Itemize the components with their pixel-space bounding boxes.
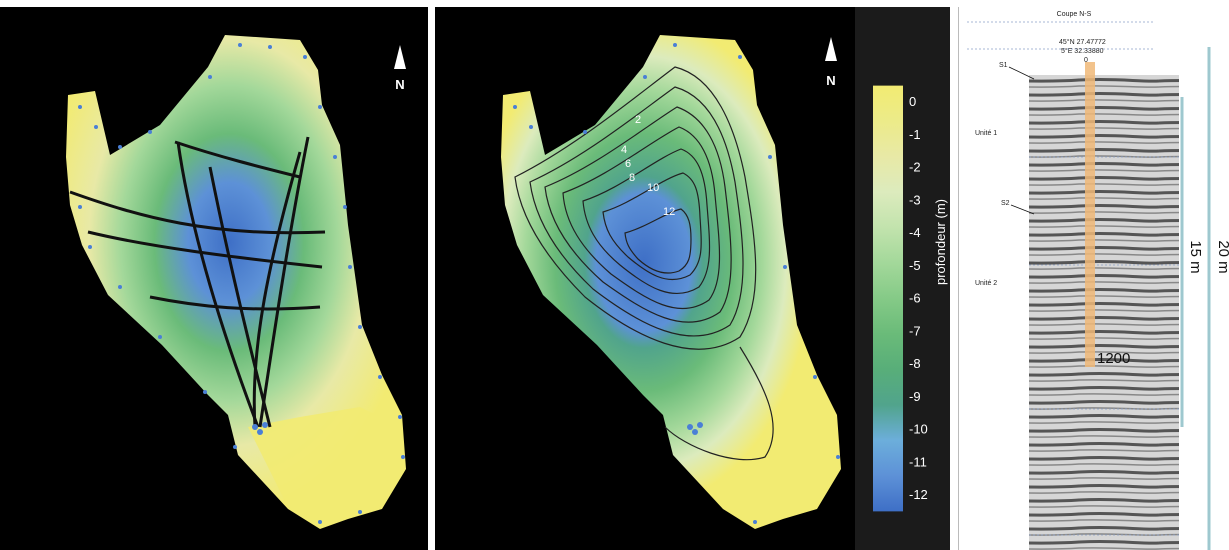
colorbar-tick-label: -6 [909,291,921,306]
north-label: N [395,77,404,92]
core-column [1085,62,1095,367]
reflector-label-s2: S2 [1001,200,1010,207]
coord-longitude: 5°E 32.33880 [1061,47,1104,55]
depth-marker: 1200 [1097,350,1130,367]
contour-label: 4 [621,144,627,156]
colorbar-tick-label: -2 [909,160,921,175]
scale-label-15m: 15 m [1187,240,1204,273]
seismic-section-panel: Coupe N-S 45°N 27.47772 5°E 32.33880 0 S… [958,7,1229,550]
colorbar-tick-label: 0 [909,94,916,109]
contour-label: 12 [663,206,675,218]
colorbar-ramp [873,86,903,512]
colorbar-tick-label: -1 [909,127,921,142]
north-arrow-icon [394,45,406,69]
colorbar-tick-label: -12 [909,487,928,502]
colorbar-title: profondeur (m) [933,199,948,285]
colorbar-tick-label: -9 [909,389,921,404]
colorbar-tick-label: -7 [909,323,921,338]
map-panel-tracks: N [0,7,428,550]
colorbar-tick-label: -11 [909,454,927,469]
coord-latitude: 45°N 27.47772 [1059,38,1106,46]
map-panel-contours: 2 4 6 8 10 12 N 0 -1 -2 -3 -4 -5 -6 -7 -8 -9 -10 -1… [435,7,950,550]
lake-shape [501,35,841,529]
colorbar-tick-label: -4 [909,225,921,240]
colorbar-tick-label: -8 [909,356,921,371]
north-label: N [826,73,835,88]
colorbar-tick-label: -3 [909,192,921,207]
contour-label: 10 [647,182,659,194]
reflector-label-s1: S1 [999,62,1008,69]
scale-label-20m: 20 m [1215,240,1229,273]
unit-label-2: Unité 2 [975,280,997,287]
north-arrow-icon [825,37,837,61]
section-title: Coupe N-S [1057,11,1092,18]
seismic-profile [1029,75,1179,550]
unit-label-1: Unité 1 [975,130,997,137]
colorbar-tick-label: -10 [909,422,928,437]
contour-label: 2 [635,114,641,126]
contour-label: 6 [625,158,631,170]
contour-label: 8 [629,172,635,184]
colorbar-tick-label: -5 [909,258,921,273]
